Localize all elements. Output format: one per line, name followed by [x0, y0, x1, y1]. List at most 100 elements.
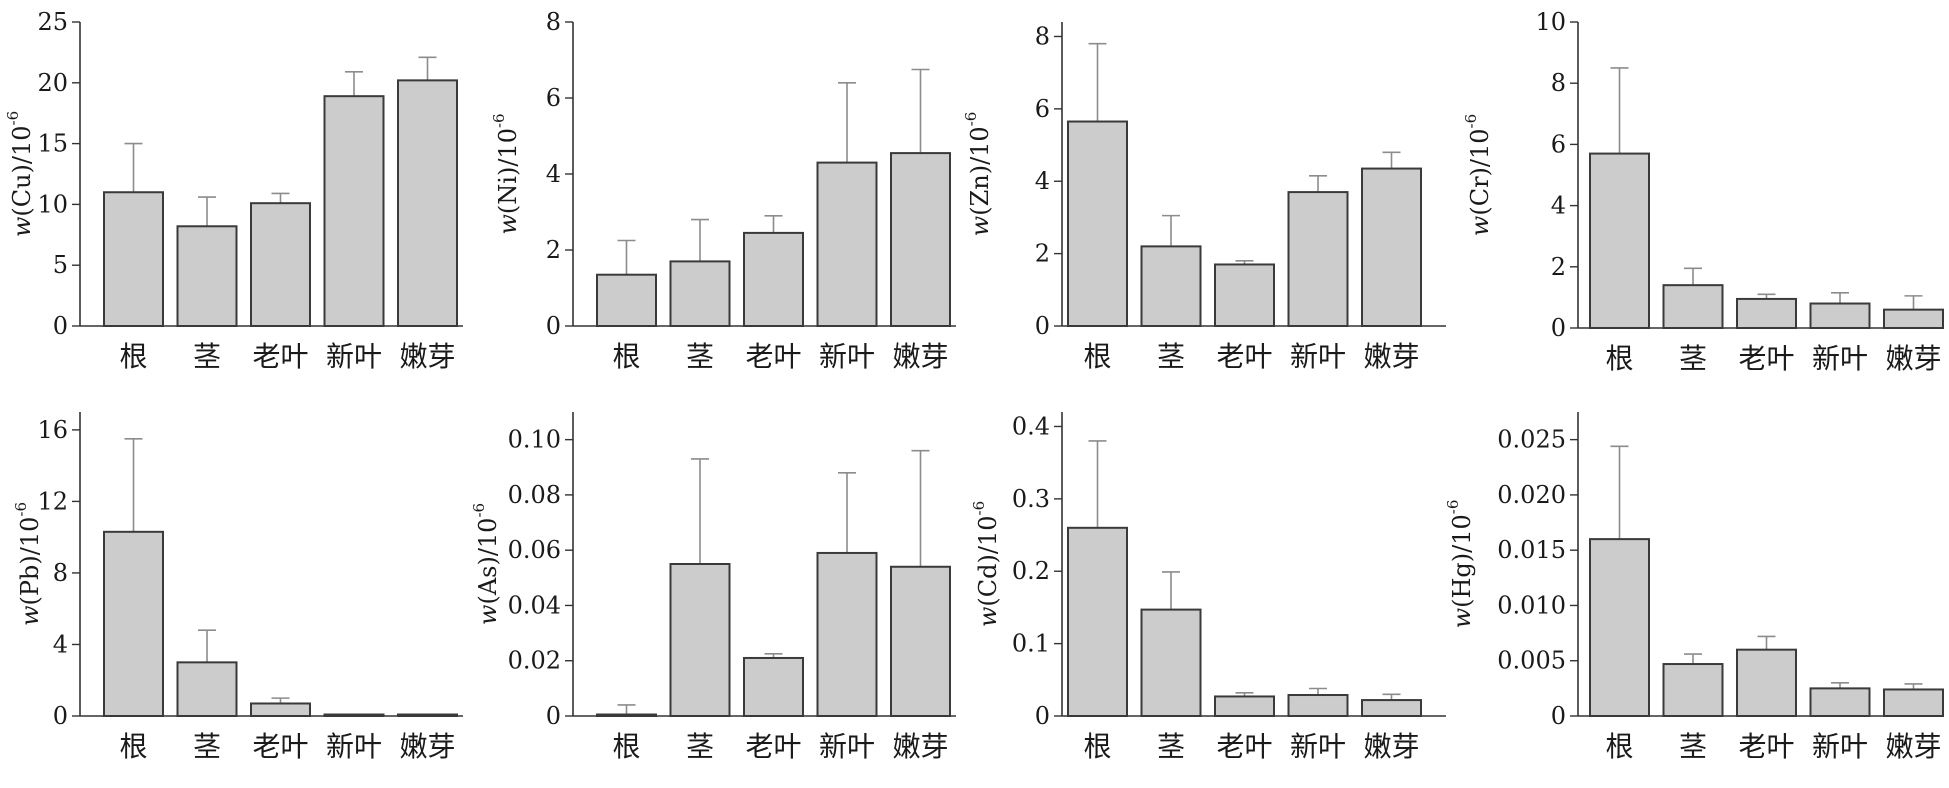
- bar: [1140, 245, 1202, 327]
- y-axis-label: w(Hg)/10-6: [1444, 500, 1476, 629]
- category-label: 茎: [1157, 730, 1185, 763]
- y-tick-label: 0: [1035, 312, 1050, 340]
- y-tick-label: 15: [37, 130, 68, 158]
- category-label: 茎: [1679, 730, 1707, 763]
- y-tick-label: 12: [37, 487, 68, 515]
- y-tick-label: 20: [37, 69, 68, 97]
- y-tick-label: 6: [1035, 95, 1050, 123]
- y-tick-label: 2: [1035, 240, 1050, 268]
- category-label: 根: [119, 340, 147, 373]
- bar: [250, 702, 311, 718]
- bar: [1287, 191, 1349, 327]
- y-tick-label: 0.1: [1012, 630, 1050, 658]
- y-axis-label: w(As)/10-6: [470, 503, 502, 625]
- category-label: 根: [119, 730, 147, 763]
- chart-panel-1: 0 5 10 15 20 25 根 茎老叶 新叶 嫩芽 w(Cu)/10-6: [4, 8, 463, 373]
- category-label: 新叶: [819, 730, 875, 763]
- bar: [743, 231, 804, 327]
- y-tick-label: 10: [37, 190, 68, 218]
- y-axis-label-var: w: [494, 214, 522, 235]
- y-tick-label: 6: [546, 84, 561, 112]
- category-label: 茎: [1157, 340, 1185, 373]
- y-axis-label-exponent: -6: [962, 112, 980, 127]
- bar: [1589, 538, 1650, 717]
- y-axis-label-var: w: [8, 216, 36, 237]
- y-axis-label-unit: (Cd)/10: [974, 516, 1002, 607]
- y-axis-label-var: w: [1466, 215, 1494, 236]
- y-axis-label-unit: (Hg)/10: [1448, 514, 1476, 608]
- category-label: 新叶: [1290, 730, 1346, 763]
- chart-panel-4: 0 2 4 6 8 10 根 茎老叶 新叶 嫩芽 w(Cr)/10-6: [1462, 8, 1944, 375]
- y-axis-label: w(Cr)/10-6: [1462, 114, 1494, 236]
- bar: [323, 713, 385, 717]
- y-axis-label: w(Cu)/10-6: [4, 111, 36, 237]
- y-axis-label-var: w: [474, 604, 502, 625]
- y-axis-label-exponent: -6: [12, 502, 30, 517]
- bar: [890, 152, 951, 327]
- y-tick-label: 8: [53, 559, 68, 587]
- bar: [816, 161, 878, 327]
- bar: [1662, 284, 1724, 330]
- category-label: 嫩芽: [1363, 340, 1419, 373]
- y-tick-label: 4: [546, 160, 561, 188]
- y-tick-label: 4: [53, 630, 68, 658]
- category-label: 茎: [193, 730, 221, 763]
- y-tick-label: 0.04: [508, 591, 561, 619]
- y-tick-label: 0.02: [508, 647, 561, 675]
- y-tick-label: 8: [1035, 22, 1050, 50]
- category-label: 新叶: [819, 340, 875, 373]
- y-axis-label-exponent: -6: [4, 111, 22, 126]
- bar: [103, 530, 164, 717]
- category-label: 新叶: [1812, 730, 1868, 763]
- y-tick-label: 2: [546, 236, 561, 264]
- category-label: 新叶: [1812, 342, 1868, 375]
- category-label: 茎: [193, 340, 221, 373]
- bar: [1140, 608, 1202, 717]
- y-axis-label-exponent: -6: [970, 501, 988, 516]
- bar: [890, 565, 951, 717]
- y-tick-label: 0.4: [1012, 412, 1050, 440]
- category-label: 嫩芽: [1885, 342, 1941, 375]
- y-tick-label: 0: [1035, 702, 1050, 730]
- y-axis-label-unit: (Ni)/10: [494, 128, 522, 214]
- category-label: 嫩芽: [1885, 730, 1941, 763]
- bar: [1067, 120, 1128, 328]
- y-tick-label: 8: [1551, 69, 1566, 97]
- y-tick-label: 0: [1551, 314, 1566, 342]
- y-tick-label: 0: [53, 702, 68, 730]
- bar: [1287, 694, 1349, 717]
- y-axis-label: w(Zn)/10-6: [962, 112, 994, 237]
- category-label: 茎: [1679, 342, 1707, 375]
- chart-panel-2: 0 2 4 6 8 根 茎老叶 新叶 嫩芽 w(Ni)/10-6: [490, 8, 956, 373]
- bar: [397, 79, 458, 327]
- y-axis-label-unit: (Pb)/10: [16, 517, 44, 606]
- y-tick-label: 0.015: [1497, 536, 1566, 564]
- chart-panel-7: 0 0.1 0.2 0.3 0.4 根 茎老叶 新叶 嫩芽 w(Cd)/10-6: [970, 412, 1446, 763]
- y-axis-label-unit: (As)/10: [474, 518, 502, 605]
- y-axis-label: w(Cd)/10-6: [970, 501, 1002, 627]
- y-tick-label: 4: [1035, 167, 1050, 195]
- y-axis-label-exponent: -6: [1462, 114, 1480, 129]
- bar: [1067, 526, 1128, 717]
- y-tick-label: 0.020: [1497, 481, 1566, 509]
- y-axis-label-var: w: [1448, 607, 1476, 628]
- y-tick-label: 5: [53, 251, 68, 279]
- chart-panel-5: 0 4 8 12 16 根 茎老叶 新叶 嫩芽 w(Pb)/10-6: [12, 412, 463, 763]
- y-tick-label: 0.08: [508, 481, 561, 509]
- bar: [743, 656, 804, 717]
- y-tick-label: 0.005: [1497, 647, 1566, 675]
- category-label: 老叶: [252, 730, 308, 763]
- bar: [669, 563, 731, 717]
- category-label: 嫩芽: [1363, 730, 1419, 763]
- y-tick-label: 0.3: [1012, 485, 1050, 513]
- y-axis-label-exponent: -6: [470, 503, 488, 518]
- category-label: 新叶: [326, 730, 382, 763]
- y-tick-label: 0: [1551, 702, 1566, 730]
- bar: [1883, 308, 1944, 330]
- bar: [596, 273, 657, 328]
- category-label: 老叶: [1216, 340, 1272, 373]
- bar: [103, 191, 164, 327]
- y-tick-label: 0: [53, 312, 68, 340]
- category-label: 茎: [686, 340, 714, 373]
- y-tick-label: 2: [1551, 253, 1566, 281]
